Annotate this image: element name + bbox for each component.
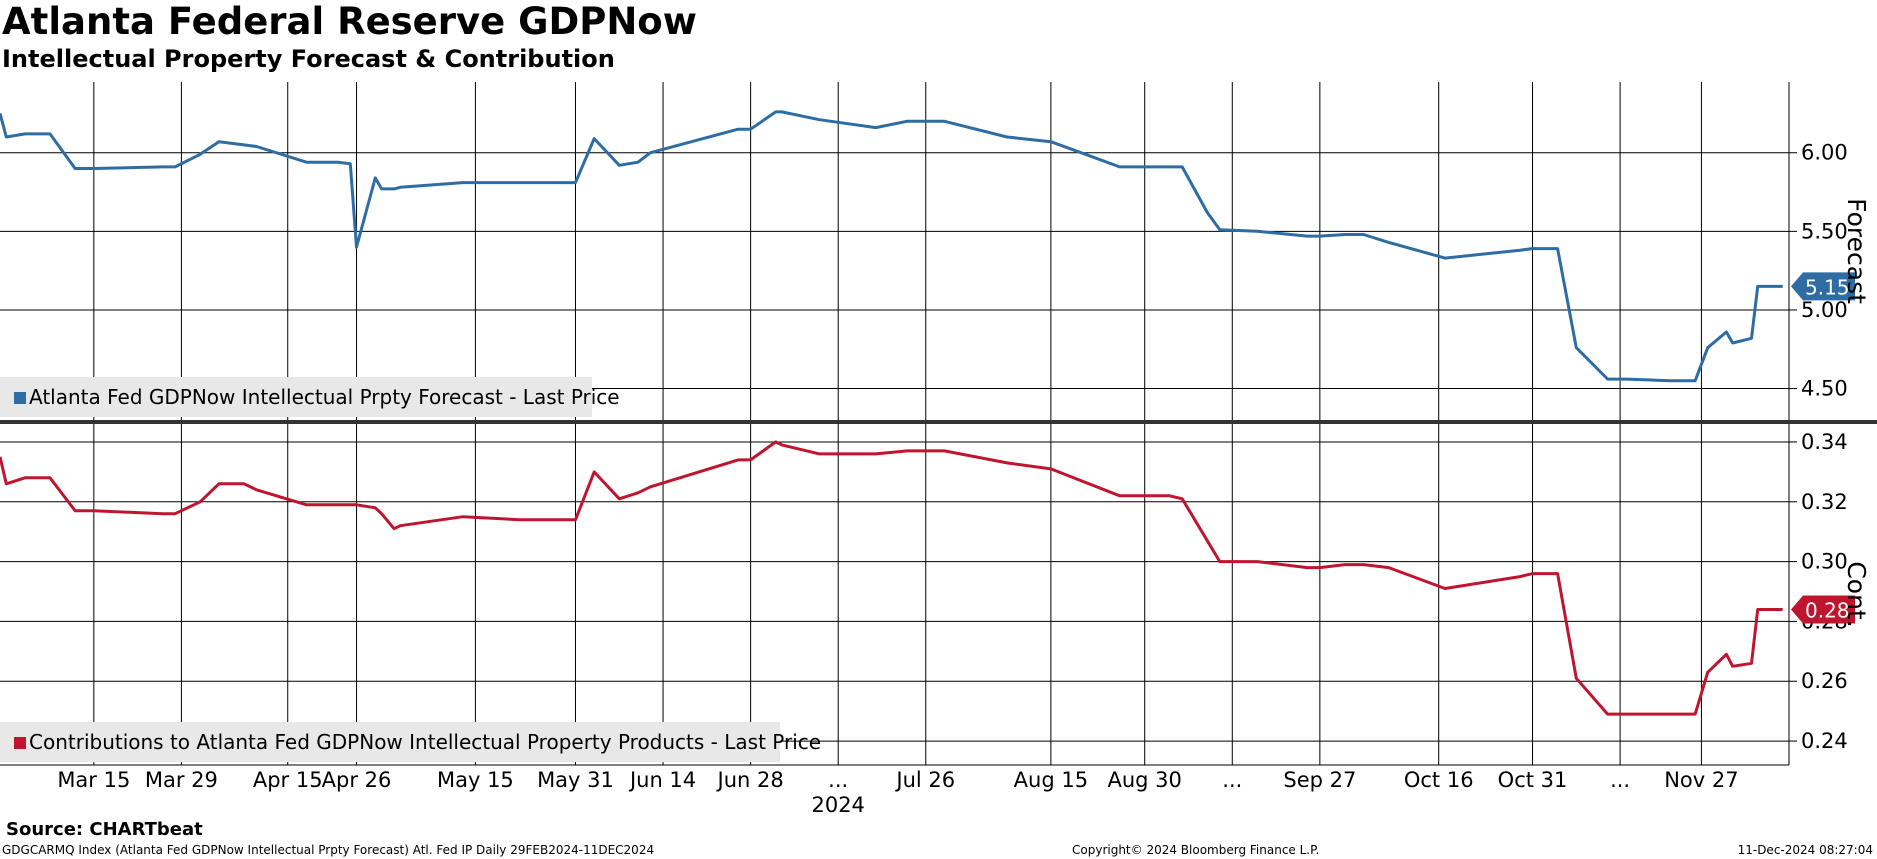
- index-description: GDGCARMQ Index (Atlanta Fed GDPNow Intel…: [2, 843, 655, 857]
- legend-swatch: [14, 392, 26, 404]
- y-tick-label: 0.26: [1801, 669, 1848, 693]
- last-value-label: 0.28: [1805, 598, 1850, 622]
- x-tick-label: Sep 27: [1283, 768, 1356, 792]
- series-line-top: [0, 110, 1783, 383]
- chart-subtitle: Intellectual Property Forecast & Contrib…: [2, 45, 615, 73]
- legend-layer: Atlanta Fed GDPNow Intellectual Prpty Fo…: [0, 377, 821, 762]
- last-value-badge: [1791, 595, 1855, 624]
- x-tick-label: Oct 31: [1498, 768, 1568, 792]
- legend-label: Contributions to Atlanta Fed GDPNow Inte…: [29, 730, 821, 754]
- series-line-bottom: [0, 440, 1783, 716]
- source-label: Source: CHARTbeat: [6, 819, 203, 840]
- timestamp: 11-Dec-2024 08:27:04: [1737, 843, 1873, 857]
- chart-title: Atlanta Federal Reserve GDPNow: [2, 0, 697, 43]
- grid-layer: [0, 82, 1789, 765]
- series-layer: [0, 110, 1783, 716]
- last-value-label: 5.15: [1805, 275, 1850, 299]
- y-tick-label: 0.30: [1801, 550, 1848, 574]
- x-tick-label: Jul 26: [894, 768, 955, 792]
- x-tick-label: Oct 16: [1404, 768, 1474, 792]
- x-tick-label: Jun 14: [628, 768, 696, 792]
- x-tick-label: ...: [828, 768, 848, 792]
- x-tick-label: ...: [1222, 768, 1242, 792]
- legend-box: [0, 377, 592, 417]
- y-tick-label: 0.34: [1801, 430, 1848, 454]
- x-tick-label: May 15: [437, 768, 514, 792]
- y-axis-title: Cont.: [1842, 561, 1871, 627]
- x-tick-label: Apr 26: [322, 768, 392, 792]
- x-tick-label: May 31: [537, 768, 614, 792]
- legend-label: Atlanta Fed GDPNow Intellectual Prpty Fo…: [29, 385, 620, 409]
- legend-box: [0, 722, 780, 762]
- x-tick-label: Aug 15: [1014, 768, 1088, 792]
- legend-swatch: [14, 737, 26, 749]
- x-tick-label: Mar 29: [145, 768, 218, 792]
- x-tick-label: Aug 30: [1108, 768, 1182, 792]
- y-axis-title: Forecast: [1842, 198, 1871, 304]
- last-value-badge: [1791, 272, 1855, 301]
- x-year-label: 2024: [811, 793, 864, 817]
- y-tick-label: 5.50: [1801, 219, 1848, 243]
- copyright-notice: Copyright© 2024 Bloomberg Finance L.P.: [1072, 843, 1320, 857]
- y-tick-label: 0.32: [1801, 490, 1848, 514]
- x-tick-label: Jun 28: [716, 768, 784, 792]
- x-tick-label: Mar 15: [57, 768, 130, 792]
- x-tick-label: ...: [1610, 768, 1630, 792]
- y-tick-label: 4.50: [1801, 377, 1848, 401]
- y-tick-label: 0.24: [1801, 729, 1848, 753]
- x-tick-label: Apr 15: [253, 768, 323, 792]
- x-tick-label: Nov 27: [1664, 768, 1738, 792]
- y-tick-label: 6.00: [1801, 141, 1848, 165]
- y-tick-label: 5.00: [1801, 298, 1848, 322]
